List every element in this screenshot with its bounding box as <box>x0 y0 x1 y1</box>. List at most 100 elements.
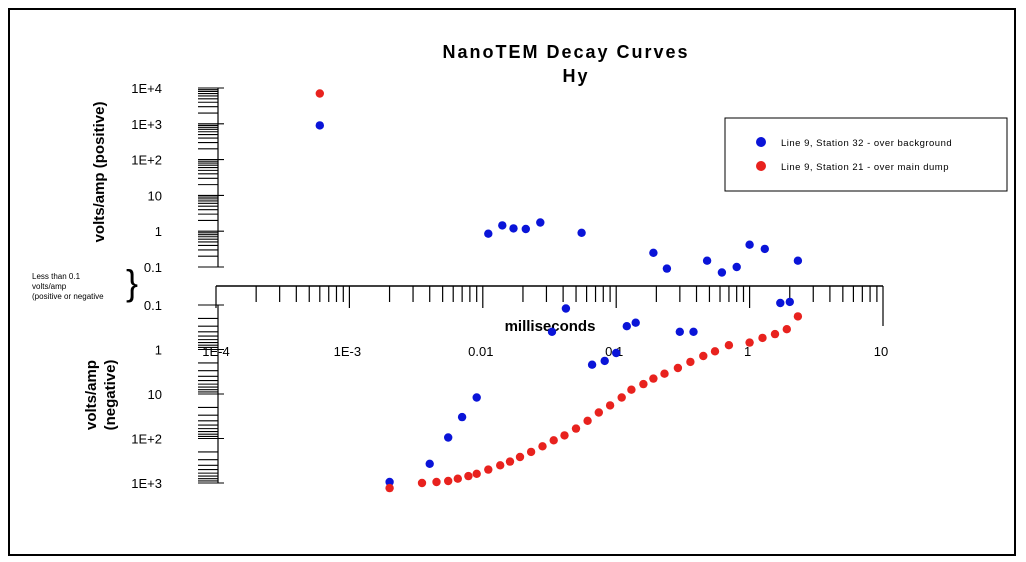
y-positive-axis-label: volts/amp (positive) <box>91 102 108 243</box>
station-21-point <box>699 351 708 361</box>
station-21-point <box>496 461 505 470</box>
x-tick-label: 0.01 <box>468 344 493 359</box>
station-21-point <box>385 483 394 493</box>
station-32-point <box>649 248 658 257</box>
station-32-point <box>662 264 672 273</box>
station-21-point <box>770 329 780 339</box>
station-21-point <box>686 357 695 367</box>
middle-note-line: (positive or negative <box>32 292 104 301</box>
x-tick-label: 10 <box>874 344 888 359</box>
station-21-point <box>617 393 626 402</box>
station-21-point <box>793 312 803 321</box>
legend: Line 9, Station 32 - over background Line… <box>724 117 1008 192</box>
station-21-point <box>472 469 481 478</box>
y-negative-label-line1: volts/amp <box>83 360 100 430</box>
station-21-point <box>560 431 569 440</box>
y-negative-tick-label: 10 <box>148 387 162 402</box>
middle-note-line: volts/amp <box>32 282 67 291</box>
y-positive-tick-label: 1E+2 <box>131 153 162 168</box>
brace-icon: } <box>126 262 138 303</box>
station-21-point <box>571 424 581 433</box>
station-21-point <box>549 436 558 445</box>
station-21-point <box>453 474 462 483</box>
y-positive-tick-label: 1E+3 <box>131 117 162 132</box>
station-21-point <box>583 416 592 425</box>
y-positive-tick-label: 1 <box>155 224 162 239</box>
station-21-point <box>724 341 734 350</box>
station-32-point <box>776 298 785 308</box>
legend-entry: Line 9, Station 21 - over main dump <box>781 162 949 173</box>
station-21-point <box>745 338 754 347</box>
y-negative-tick-label: 1E+3 <box>131 476 162 491</box>
station-21-point <box>315 89 324 98</box>
y-negative-tick-label: 0.1 <box>144 298 162 313</box>
data-points <box>315 89 803 493</box>
station-21-point <box>758 333 767 343</box>
station-21-point <box>605 401 615 410</box>
station-32-point <box>631 318 640 327</box>
x-tick-label: 1E-3 <box>334 344 361 359</box>
station-21-point <box>782 325 791 334</box>
legend-box <box>724 117 1008 192</box>
station-32-point <box>732 262 741 272</box>
y-negative-axis-label: volts/amp (negative) <box>83 360 119 431</box>
y-negative-tick-label: 1E+2 <box>131 432 162 447</box>
station-21-point <box>710 347 720 356</box>
station-32-point <box>622 322 631 331</box>
station-32-point <box>760 244 769 254</box>
station-32-point <box>472 393 481 402</box>
station-32-point <box>509 224 518 233</box>
station-32-point <box>675 327 684 336</box>
station-21-point <box>594 408 603 417</box>
legend-marker <box>756 161 766 171</box>
station-32-point <box>793 256 803 265</box>
station-32-point <box>547 327 557 336</box>
station-32-point <box>521 224 530 234</box>
station-32-point <box>689 327 698 336</box>
station-21-point <box>444 476 453 486</box>
station-32-point <box>717 268 727 277</box>
station-21-point <box>649 374 658 383</box>
station-32-point <box>702 256 712 265</box>
station-32-point <box>612 348 621 358</box>
station-21-point <box>526 447 536 457</box>
y-positive-tick-label: 1E+4 <box>131 81 162 96</box>
station-32-point <box>536 218 545 227</box>
legend-entry: Line 9, Station 32 - over background <box>781 138 952 149</box>
station-32-point <box>600 356 609 366</box>
station-32-point <box>315 121 324 130</box>
station-21-point <box>417 478 427 488</box>
y-negative-tick-label: 1 <box>155 343 162 358</box>
station-32-point <box>785 297 794 307</box>
y-negative-label-line2: (negative) <box>102 360 119 431</box>
station-32-point <box>498 221 507 230</box>
station-21-point <box>432 477 441 487</box>
station-21-point <box>515 452 525 462</box>
station-21-point <box>673 363 683 373</box>
tick-marks <box>198 87 884 484</box>
station-21-point <box>639 379 648 389</box>
station-32-point <box>385 477 394 487</box>
station-21-point <box>484 465 493 474</box>
chart-subtitle: Hy <box>562 66 589 86</box>
y-positive-tick-label: 0.1 <box>144 260 162 275</box>
station-21-point <box>464 471 473 481</box>
x-tick-label: 1 <box>744 344 751 359</box>
legend-marker <box>756 137 766 147</box>
station-32-point <box>484 229 493 238</box>
station-21-point <box>660 369 669 378</box>
station-32-point <box>561 304 571 313</box>
station-21-point <box>505 457 515 466</box>
station-32-point <box>745 240 754 249</box>
station-32-point <box>457 412 467 422</box>
chart-title: NanoTEM Decay Curves <box>442 42 689 62</box>
station-21-point <box>627 385 636 394</box>
middle-note-line: Less than 0.1 <box>32 272 81 281</box>
tick-labels: 1E-41E-30.010.11101E+41E+31E+21010.10.11… <box>131 81 888 491</box>
station-21-point <box>538 442 547 451</box>
y-positive-tick-label: 10 <box>148 188 162 203</box>
x-tick-label: 1E-4 <box>202 344 229 359</box>
station-32-point <box>577 228 586 237</box>
